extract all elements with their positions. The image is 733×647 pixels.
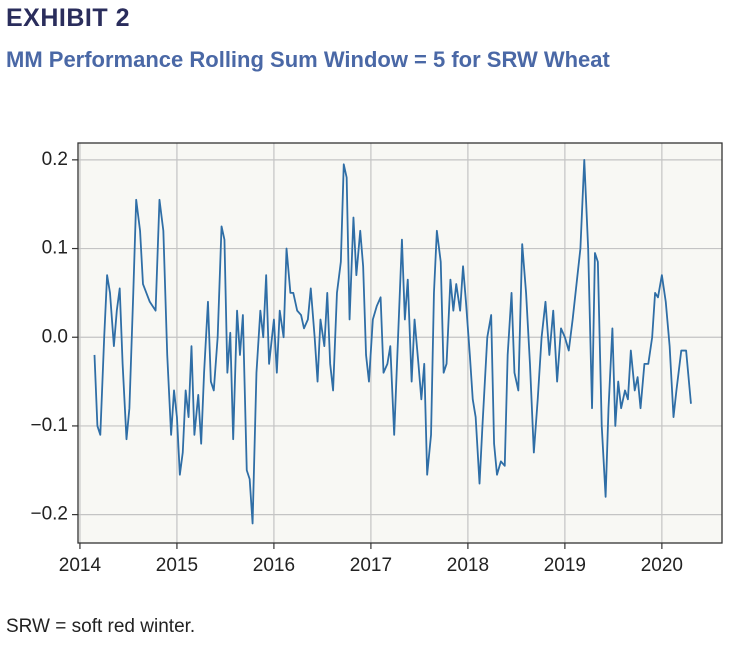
x-tick-label: 2020 — [641, 555, 683, 576]
x-tick-label: 2016 — [253, 555, 295, 576]
plot-background — [78, 143, 722, 543]
x-tick-label: 2018 — [447, 555, 489, 576]
x-tick-label: 2019 — [544, 555, 586, 576]
chart-title: EXHIBIT 2 — [6, 4, 130, 32]
y-tick-label: −0.2 — [30, 504, 68, 525]
x-tick-label: 2014 — [59, 555, 102, 576]
x-tick-label: 2015 — [156, 555, 198, 576]
x-tick-label: 2017 — [350, 555, 392, 576]
y-tick-label: 0.2 — [42, 149, 68, 170]
data-line — [93, 158, 692, 525]
y-tick-label: 0.1 — [42, 238, 68, 259]
plot-frame — [77, 142, 723, 544]
footnote: SRW = soft red winter. — [6, 616, 196, 637]
chart-subtitle: MM Performance Rolling Sum Window = 5 fo… — [6, 47, 610, 72]
y-tick-label: 0.0 — [42, 326, 68, 347]
y-tick-label: −0.1 — [30, 415, 68, 436]
